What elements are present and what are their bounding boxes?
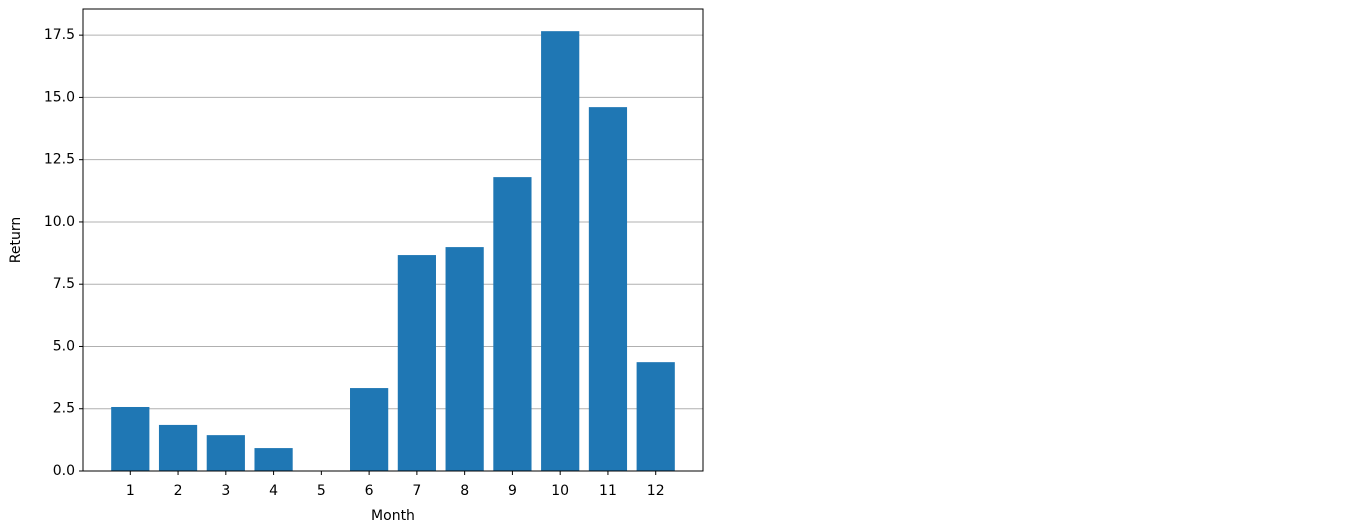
y-tick-label: 17.5 bbox=[44, 27, 75, 43]
y-tick-label: 5.0 bbox=[53, 338, 75, 354]
x-tick-label: 5 bbox=[317, 483, 326, 499]
x-tick-label: 2 bbox=[174, 483, 183, 499]
x-tick-label: 10 bbox=[551, 483, 569, 499]
bar bbox=[445, 247, 484, 471]
x-tick-label: 3 bbox=[221, 483, 230, 499]
x-axis-label: Month bbox=[371, 508, 415, 524]
x-tick-label: 1 bbox=[126, 483, 135, 499]
bar bbox=[397, 255, 436, 471]
y-tick-label: 7.5 bbox=[53, 276, 75, 292]
y-tick-label: 10.0 bbox=[44, 214, 75, 230]
x-tick-label: 12 bbox=[647, 483, 665, 499]
plot-frame bbox=[82, 8, 704, 472]
y-tick-label: 2.5 bbox=[53, 401, 75, 417]
y-axis-label: Return bbox=[8, 217, 24, 263]
bar bbox=[111, 406, 150, 471]
bar bbox=[636, 362, 675, 471]
bar bbox=[350, 388, 389, 471]
bar bbox=[158, 424, 198, 471]
x-tick-label: 7 bbox=[412, 483, 421, 499]
x-tick-label: 8 bbox=[460, 483, 469, 499]
bar bbox=[206, 435, 245, 471]
x-tick-label: 4 bbox=[269, 483, 278, 499]
y-tick-label: 12.5 bbox=[44, 152, 75, 168]
y-tick-label: 15.0 bbox=[44, 89, 75, 105]
bar bbox=[254, 448, 293, 471]
x-tick-label: 9 bbox=[508, 483, 517, 499]
x-tick-label: 6 bbox=[365, 483, 374, 499]
bar bbox=[588, 107, 628, 472]
bar bbox=[493, 177, 532, 471]
x-tick-label: 11 bbox=[599, 483, 617, 499]
bar bbox=[541, 31, 580, 471]
y-tick-label: 0.0 bbox=[53, 463, 75, 479]
